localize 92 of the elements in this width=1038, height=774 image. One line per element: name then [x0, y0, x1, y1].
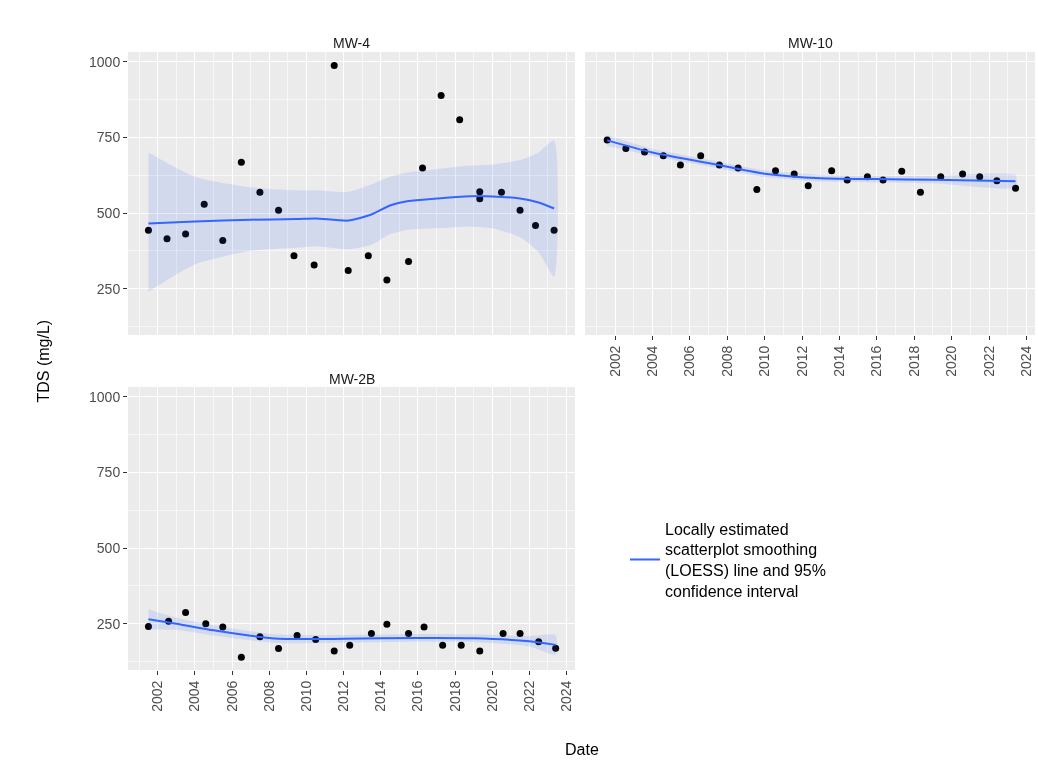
y-tick-label: 1000	[89, 388, 121, 405]
line-series	[147, 195, 556, 225]
point	[405, 629, 413, 637]
point	[383, 620, 391, 628]
point	[405, 257, 413, 265]
y-tick-label: 500	[96, 204, 121, 221]
x-tick-label: 2022	[520, 680, 537, 712]
x-tick-label: 2022	[980, 345, 997, 377]
x-tick-label: 2024	[558, 680, 575, 712]
chart-title: MW-2B	[329, 371, 376, 387]
chart-title: MW-4	[333, 35, 371, 51]
x-tick-label: 2006	[223, 680, 240, 712]
x-tick-label: 2006	[681, 345, 698, 377]
point	[476, 188, 484, 196]
point	[976, 173, 984, 181]
point	[202, 620, 210, 628]
point	[330, 647, 338, 655]
point	[293, 632, 301, 639]
x-tick-label: 2012	[335, 680, 352, 712]
point	[237, 653, 245, 661]
point	[144, 226, 152, 234]
point	[256, 188, 264, 196]
point	[457, 641, 465, 649]
point	[364, 252, 372, 260]
y-tick-label: 500	[96, 539, 121, 556]
y-tick-label: 750	[96, 129, 121, 146]
point	[439, 641, 447, 649]
x-tick-label: 2020	[943, 345, 960, 377]
point	[497, 188, 505, 196]
point	[275, 206, 283, 214]
x-tick-label: 2014	[831, 345, 848, 377]
x-tick-label: 2008	[260, 680, 277, 712]
x-tick-label: 2018	[446, 680, 463, 712]
x-tick-label: 2008	[718, 345, 735, 377]
x-tick-label: 2018	[905, 345, 922, 377]
y-tick-label: 250	[96, 615, 121, 632]
point	[804, 182, 812, 190]
point	[456, 116, 464, 124]
point	[163, 235, 171, 243]
x-tick-label: 2004	[643, 345, 660, 377]
point	[144, 622, 152, 630]
point	[219, 623, 227, 631]
x-tick-label: 2016	[868, 345, 885, 377]
x-tick-label: 2020	[483, 680, 500, 712]
legend-label: Locally estimated scatterplot smoothing (LOESS) line and 95% confidence interval	[665, 520, 826, 601]
point	[516, 206, 524, 214]
x-tick-label: 2002	[149, 680, 166, 712]
point	[346, 641, 354, 649]
point	[676, 161, 684, 169]
point	[219, 237, 227, 245]
point	[367, 629, 375, 637]
point	[419, 164, 427, 172]
point	[772, 167, 780, 175]
point	[420, 623, 428, 631]
point	[310, 261, 318, 269]
point	[290, 252, 298, 260]
chart-title: MW-10	[788, 35, 834, 51]
point	[1012, 184, 1020, 192]
point	[532, 221, 540, 229]
point	[753, 185, 761, 193]
point	[330, 62, 338, 70]
x-tick-label: 2014	[372, 680, 389, 712]
x-tick-label: 2004	[186, 680, 203, 712]
point	[959, 170, 967, 178]
point	[550, 226, 558, 234]
x-tick-label: 2002	[606, 345, 623, 377]
point	[552, 644, 560, 652]
point	[516, 629, 524, 637]
point	[275, 645, 283, 653]
point	[476, 647, 484, 655]
point	[828, 167, 836, 175]
y-tick-label: 250	[96, 280, 121, 297]
x-tick-label: 2024	[1018, 345, 1035, 377]
point	[344, 267, 352, 275]
point	[200, 200, 208, 208]
point	[182, 230, 190, 238]
point	[437, 92, 445, 100]
point	[898, 167, 906, 175]
point	[237, 158, 245, 166]
point	[499, 629, 507, 637]
y-axis-title: TDS (mg/L)	[34, 319, 52, 403]
point	[383, 276, 391, 284]
point	[697, 152, 705, 160]
x-tick-label: 2012	[793, 345, 810, 377]
x-axis-title: Date	[565, 741, 599, 758]
y-tick-label: 750	[96, 464, 121, 481]
point	[182, 608, 190, 616]
y-tick-label: 1000	[89, 53, 121, 70]
x-tick-label: 2010	[298, 680, 314, 712]
point	[916, 188, 924, 196]
x-tick-label: 2016	[409, 680, 426, 712]
x-tick-label: 2010	[756, 345, 773, 377]
